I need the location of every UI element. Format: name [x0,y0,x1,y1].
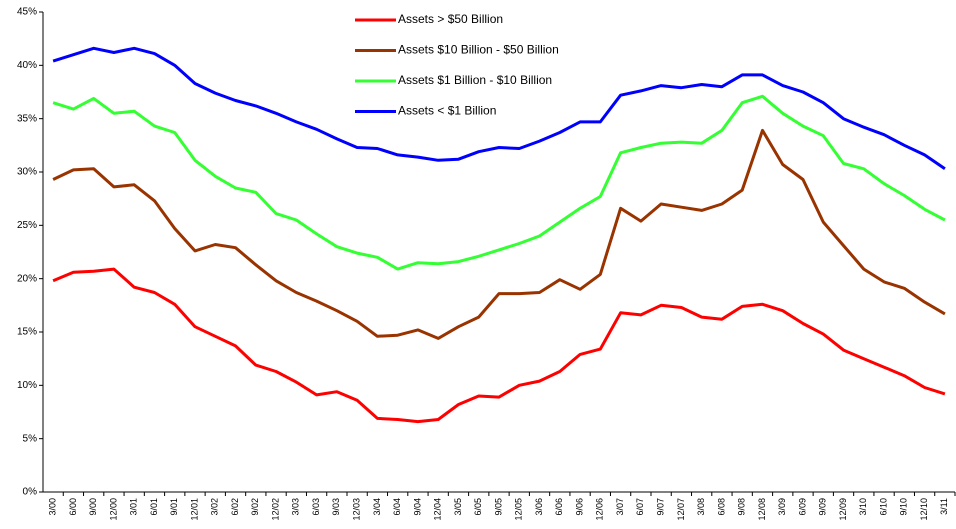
x-tick-label: 6/09 [797,498,807,516]
x-tick-label: 9/00 [88,498,98,516]
x-tick-label: 6/01 [149,498,159,516]
series-line [52,94,946,271]
x-tick-label: 12/06 [595,498,605,521]
series-line [52,128,946,340]
y-tick-label: 45% [17,7,37,18]
y-tick-label: 20% [17,273,37,284]
x-tick-label: 9/09 [818,498,828,516]
x-tick-label: 6/07 [635,498,645,516]
x-tick-label: 12/08 [757,498,767,521]
x-tick-label: 9/08 [737,498,747,516]
x-tick-label: 3/05 [453,498,463,516]
series-line [52,267,946,424]
x-tick-label: 9/05 [493,498,503,516]
y-tick-label: 40% [17,60,37,71]
x-tick-label: 12/05 [514,498,524,521]
x-tick-label: 9/02 [250,498,260,516]
legend-label: Assets $10 Billion - $50 Billion [398,43,559,57]
y-tick-label: 25% [17,220,37,231]
x-tick-label: 3/06 [534,498,544,516]
legend-label: Assets > $50 Billion [398,12,503,26]
y-tick-label: 30% [17,167,37,178]
x-tick-label: 6/03 [311,498,321,516]
x-tick-label: 3/04 [372,498,382,516]
x-tick-label: 12/00 [108,498,118,521]
y-tick-label: 15% [17,327,37,338]
x-tick-label: 3/10 [858,498,868,516]
x-tick-label: 3/00 [48,498,58,516]
x-tick-label: 3/02 [210,498,220,516]
x-tick-label: 3/08 [696,498,706,516]
x-tick-label: 3/11 [939,498,949,515]
x-tick-label: 12/10 [919,498,929,521]
y-tick-label: 10% [17,380,37,391]
x-tick-label: 9/10 [899,498,909,516]
x-tick-label: 12/04 [433,498,443,521]
x-tick-label: 12/01 [189,498,199,521]
x-tick-label: 6/06 [554,498,564,516]
y-tick-label: 0% [23,487,38,498]
x-tick-label: 3/09 [777,498,787,516]
series-line [52,46,946,171]
x-tick-label: 6/08 [716,498,726,516]
x-tick-label: 9/06 [574,498,584,516]
x-tick-label: 6/04 [392,498,402,516]
x-tick-label: 9/04 [412,498,422,516]
x-tick-label: 12/03 [352,498,362,521]
x-tick-label: 12/07 [676,498,686,521]
x-tick-label: 6/00 [68,498,78,516]
legend-label: Assets < $1 Billion [398,104,496,118]
x-tick-label: 3/01 [129,498,139,516]
x-tick-label: 9/03 [331,498,341,516]
x-tick-label: 6/02 [230,498,240,516]
legend-label: Assets $1 Billion - $10 Billion [398,73,552,87]
y-tick-label: 5% [23,433,38,444]
x-tick-label: 3/07 [615,498,625,516]
y-tick-label: 35% [17,113,37,124]
x-tick-label: 9/01 [169,498,179,516]
x-tick-label: 6/05 [473,498,483,516]
x-tick-label: 12/02 [270,498,280,521]
x-tick-label: 6/10 [878,498,888,516]
x-tick-label: 9/07 [656,498,666,516]
x-tick-label: 12/09 [838,498,848,521]
x-tick-label: 3/03 [291,498,301,516]
